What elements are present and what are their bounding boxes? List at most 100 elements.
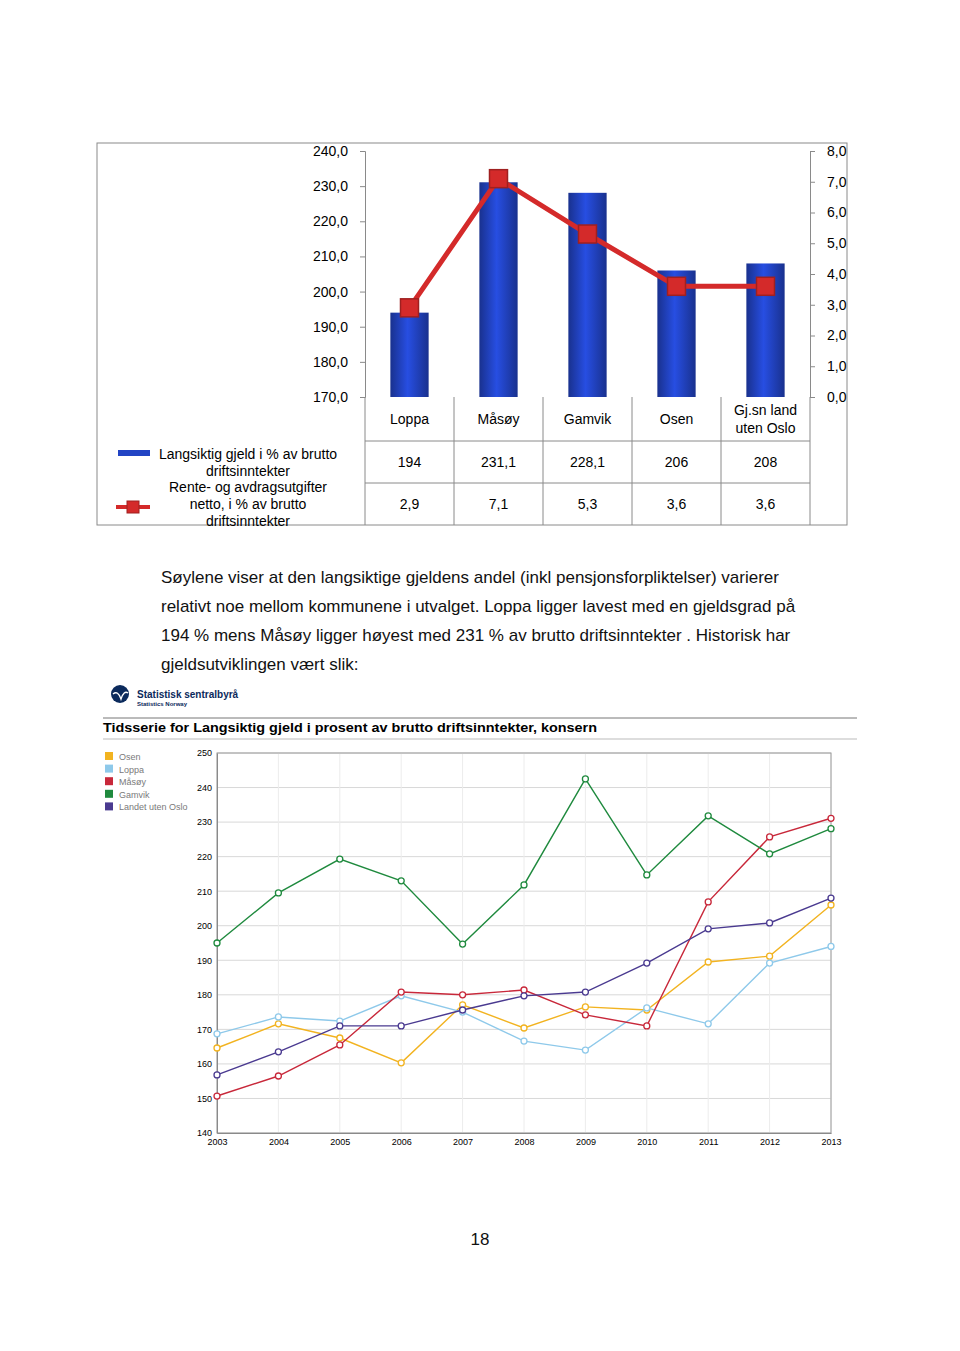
bar [657,270,695,397]
tick-label: 2010 [637,1137,657,1147]
legend-swatch [105,765,113,773]
y-axis: 170,0 180,0 190,0 200,0 210,0 220,0 230,0 240,0 [313,143,366,405]
marker [767,851,773,857]
tick-label: 170,0 [313,389,348,405]
bar [390,313,428,397]
table-line [365,441,810,442]
tick-label: 5,0 [827,235,847,251]
tick: 190,0 [313,319,365,335]
marker [668,277,686,295]
marker [460,1007,466,1013]
tick-mark [360,397,365,398]
tick-label: 160 [197,1059,212,1069]
plot-frame [217,753,831,1133]
category-label: Gamvik [564,411,612,427]
tick-label: 2008 [514,1137,534,1147]
data-label: 7,1 [489,496,509,512]
marker [828,815,834,821]
marker [767,953,773,959]
source-name-en: Statistics Norway [137,701,188,707]
marker [275,1073,281,1079]
marker [214,1072,220,1078]
data-label: 194 [398,454,422,470]
marker [401,299,419,317]
tick-label: 240,0 [313,143,348,159]
tick-label: 2006 [392,1137,412,1147]
tick: 210,0 [313,248,365,264]
marker [398,1060,404,1066]
tick: 4,0 [810,266,847,282]
data-label: 2,9 [400,496,420,512]
table-line [454,397,455,525]
tick-mark [360,186,365,187]
tick-label: 2009 [576,1137,596,1147]
tick: 0,0 [810,389,847,405]
category-label: Loppa [390,411,429,427]
tick-mark [360,327,365,328]
marker [521,987,527,993]
logo [111,685,129,703]
axis-line [811,152,816,398]
tick: 250 [197,748,217,758]
marker [337,856,343,862]
data-label: 208 [754,454,778,470]
grid-line [769,753,770,1133]
tick-label: 180 [197,990,212,1000]
tick: 2012 [760,1133,780,1147]
category-label: Måsøy [478,411,520,427]
tick: 200,0 [313,284,365,300]
tick-label: 6,0 [827,204,847,220]
data-label: 206 [665,454,689,470]
table-line [543,397,544,525]
page: 170,0180,0190,0200,0210,0220,0230,0240,0… [0,0,960,1351]
tick: 220 [197,852,217,862]
tick-mark [360,362,365,363]
marker [398,1023,404,1029]
tick-label: 230,0 [313,178,348,194]
marker [582,1004,588,1010]
tick-label: 170 [197,1025,212,1035]
tick-label: 180,0 [313,354,348,370]
line [217,898,831,1075]
marker [521,1038,527,1044]
plot-area [390,170,784,397]
tick-label: 7,0 [827,174,847,190]
tick-label: 2012 [760,1137,780,1147]
marker [757,277,775,295]
tick: 160 [197,1059,217,1069]
data-label: 231,1 [481,454,516,470]
tick-label: 220,0 [313,213,348,229]
marker [337,1042,343,1048]
tick: 230,0 [313,178,365,194]
tick-label: 230 [197,817,212,827]
tick: 5,0 [810,235,847,251]
tick-label: 4,0 [827,266,847,282]
data-label: 3,6 [756,496,776,512]
source-name: Statistisk sentralbyrå [137,689,239,700]
data-label: 5,3 [578,496,598,512]
marker [644,1023,650,1029]
rule [103,718,857,719]
tick-label: 2011 [699,1137,718,1147]
paragraph-line: 194 % mens Måsøy ligger høyest med 231 %… [161,626,791,645]
tick-label: 210 [197,887,212,897]
grid-line [524,753,525,1133]
line [217,779,831,944]
marker [828,943,834,949]
tick-label: 2004 [269,1137,289,1147]
marker [398,878,404,884]
chart-2: Tidsserie for Langsiktig gjeld i prosent… [103,720,842,1147]
marker [521,1025,527,1031]
tick-label: 190 [197,956,212,966]
tick-label: 2,0 [827,327,847,343]
marker [521,993,527,999]
tick-mark [810,366,815,367]
chart-1: 170,0 180,0 190,0 200,0 210,0 220,0 230,0 240,0… [97,143,847,529]
tick-label: 220 [197,852,212,862]
legend-swatch [105,777,113,785]
paragraph-line: gjeldsutviklingen vært slik: [161,655,358,674]
marker [644,1005,650,1011]
marker [579,225,597,243]
page-number: 18 [471,1230,490,1249]
legend-label: Loppa [119,765,144,775]
